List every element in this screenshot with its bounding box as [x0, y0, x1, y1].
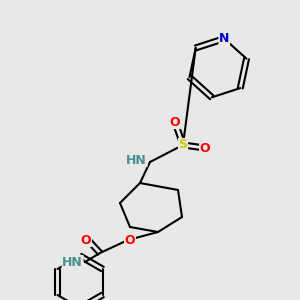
Text: HN: HN [62, 256, 83, 268]
Text: O: O [200, 142, 210, 154]
Text: O: O [81, 233, 91, 247]
Text: HN: HN [126, 154, 147, 166]
Text: O: O [125, 233, 135, 247]
Text: N: N [219, 32, 230, 45]
Text: S: S [178, 139, 188, 152]
Text: O: O [170, 116, 180, 128]
